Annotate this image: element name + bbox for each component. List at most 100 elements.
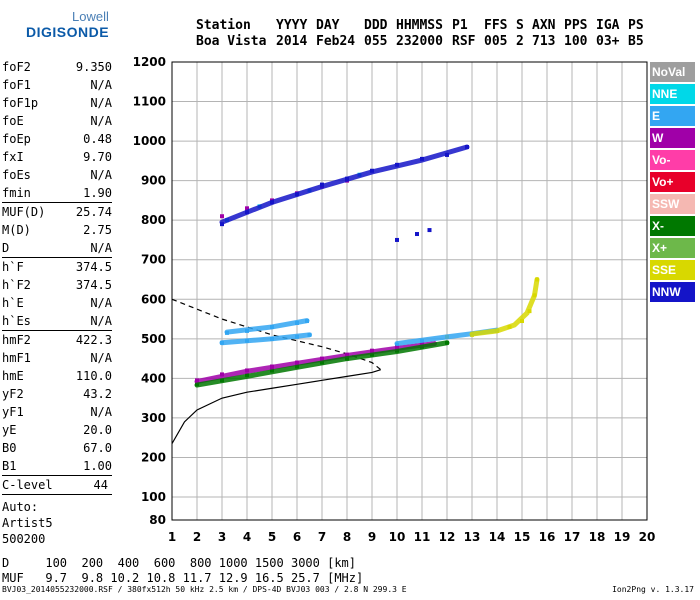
parameter-name: hmF1 xyxy=(2,351,31,365)
parameter-value: N/A xyxy=(90,405,112,419)
parameter-row: hmF2 422.3 xyxy=(2,331,170,349)
x-tick-label: 11 xyxy=(414,530,431,544)
parameter-row: h`F2 374.5 xyxy=(2,276,170,294)
parameter-name: hmE xyxy=(2,369,24,383)
parameter-name: B0 xyxy=(2,441,17,455)
clevel-row: C-level 44 xyxy=(2,476,170,494)
parameter-name: foE xyxy=(2,114,24,128)
x-tick-label: 14 xyxy=(489,530,506,544)
parameter-row: fxI 9.70 xyxy=(2,148,170,166)
y-tick-label: 600 xyxy=(141,292,166,306)
parameter-value: 67.0 xyxy=(83,441,112,455)
parameter-row: h`Es N/A xyxy=(2,312,170,330)
header-label: AXN xyxy=(532,18,556,33)
x-tick-label: 9 xyxy=(368,530,376,544)
header-label: Station xyxy=(196,18,251,33)
parameter-row: M(D) 2.75 xyxy=(2,221,170,239)
parameter-name: h`F2 xyxy=(2,278,31,292)
parameter-row: MUF(D) 25.74 xyxy=(2,203,170,221)
legend-item: Vo+ xyxy=(650,172,695,192)
x-tick-label: 7 xyxy=(318,530,326,544)
x-tick-label: 5 xyxy=(268,530,276,544)
parameter-value: N/A xyxy=(90,241,112,255)
parameter-row: foEp 0.48 xyxy=(2,130,170,148)
parameter-value: 2.75 xyxy=(83,223,112,237)
parameter-value: 25.74 xyxy=(75,205,112,219)
header-label: DDD xyxy=(364,18,388,33)
x-tick-label: 19 xyxy=(614,530,631,544)
header-value: 100 xyxy=(564,34,588,49)
x-tick-label: 10 xyxy=(389,530,406,544)
parameter-name: hmF2 xyxy=(2,333,31,347)
legend-item: E xyxy=(650,106,695,126)
y-tick-label: 100 xyxy=(141,490,166,504)
divider xyxy=(2,257,112,258)
echo-trace xyxy=(194,341,437,385)
x-tick-label: 17 xyxy=(564,530,581,544)
clevel-label: C-level xyxy=(2,478,53,492)
parameter-value: 1.00 xyxy=(83,459,112,473)
y-tick-label: 700 xyxy=(141,253,166,267)
x-tick-label: 20 xyxy=(639,530,656,544)
autoscale-line-3: 500200 xyxy=(2,532,46,546)
legend-item: NNW xyxy=(650,282,695,302)
x-tick-label: 16 xyxy=(539,530,556,544)
parameter-value: N/A xyxy=(90,78,112,92)
y-tick-label: 500 xyxy=(141,332,166,346)
header-value: 232000 xyxy=(396,34,443,49)
legend-item: SSE xyxy=(650,260,695,280)
parameter-value: 110.0 xyxy=(75,369,112,383)
header-label: IGA xyxy=(596,18,620,33)
parameter-name: yF2 xyxy=(2,387,24,401)
parameter-row: yF1 N/A xyxy=(2,403,170,421)
parameter-name: foEs xyxy=(2,168,31,182)
divider xyxy=(2,494,112,495)
parameter-name: D xyxy=(2,241,10,255)
parameter-row: B0 67.0 xyxy=(2,439,170,457)
echo-trace xyxy=(219,144,470,225)
parameter-value: 9.70 xyxy=(83,150,112,164)
parameter-name: fmin xyxy=(2,186,31,200)
parameter-name: foF1 xyxy=(2,78,31,92)
header-label: HHMMSS xyxy=(396,18,443,33)
autoscale-line-2: Artist5 xyxy=(2,516,53,530)
parameter-row: foF1p N/A xyxy=(2,94,170,112)
echo-point xyxy=(245,206,249,211)
parameter-name: h`Es xyxy=(2,314,31,328)
header-label: YYYY xyxy=(276,18,308,33)
echo-point xyxy=(415,232,419,237)
parameter-value: N/A xyxy=(90,351,112,365)
x-tick-label: 8 xyxy=(343,530,351,544)
parameter-name: yF1 xyxy=(2,405,24,419)
x-tick-label: 12 xyxy=(439,530,456,544)
parameter-row: foF2 9.350 xyxy=(2,58,170,76)
parameter-value: 9.350 xyxy=(75,60,112,74)
parameter-value: N/A xyxy=(90,168,112,182)
header-label: PPS xyxy=(564,18,588,33)
echo-trace xyxy=(224,318,310,335)
header-value: 005 xyxy=(484,34,508,49)
parameter-value: 43.2 xyxy=(83,387,112,401)
logo-digisonde-text: DIGISONDE xyxy=(26,24,110,40)
echo-trace xyxy=(469,277,540,337)
x-tick-label: 1 xyxy=(168,530,176,544)
parameter-value: N/A xyxy=(90,114,112,128)
header-value: 713 xyxy=(532,34,556,49)
muf-table: D 100 200 400 600 800 1000 1500 3000 [km… xyxy=(2,556,363,586)
y-tick-label: 400 xyxy=(141,371,166,385)
muf-frequency-row: MUF 9.7 9.8 10.2 10.8 11.7 12.9 16.5 25.… xyxy=(2,571,364,585)
parameter-name: h`E xyxy=(2,296,24,310)
legend-item: SSW xyxy=(650,194,695,214)
parameter-value: N/A xyxy=(90,296,112,310)
x-tick-label: 4 xyxy=(243,530,251,544)
parameter-row: fmin 1.90 xyxy=(2,184,170,202)
divider xyxy=(2,330,112,331)
legend-item: W xyxy=(650,128,695,148)
echo-point xyxy=(220,214,224,219)
parameter-value: 374.5 xyxy=(75,278,112,292)
parameter-name: M(D) xyxy=(2,223,31,237)
divider xyxy=(2,202,112,203)
header-value: 03+ xyxy=(596,34,620,49)
y-tick-label: 1000 xyxy=(133,134,166,148)
